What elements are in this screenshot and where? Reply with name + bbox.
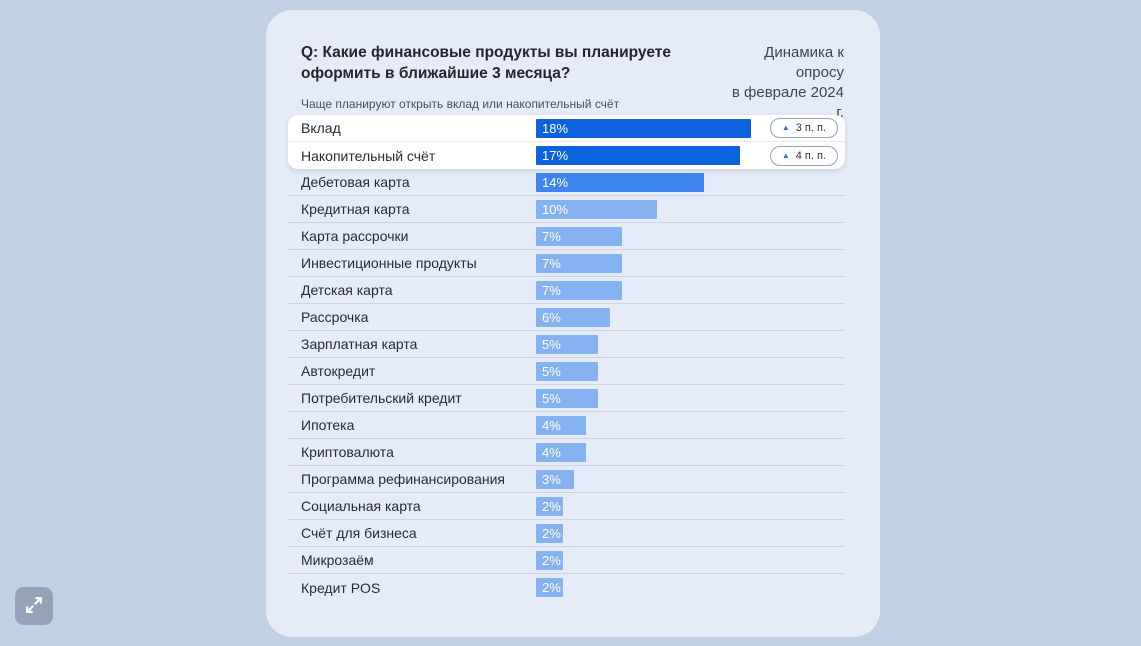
bar-track: 10% [536, 199, 838, 219]
category-label: Кредит POS [301, 579, 381, 596]
value-bar: 4% [536, 442, 586, 462]
category-label: Микрозаём [301, 552, 374, 568]
chart-row: Дебетовая карта 14% [288, 169, 845, 196]
value-bar: 7% [536, 253, 622, 273]
bar-track: 7% [536, 226, 838, 246]
category-label: Детская карта [301, 282, 393, 298]
bar-track: 17% [536, 146, 838, 165]
bar-track: 4% [536, 442, 838, 462]
dynamics-note: Динамика к опросу в феврале 2024 г. [721, 42, 844, 123]
chart-row: Счёт для бизнеса 2% [288, 520, 845, 547]
category-label: Ипотека [301, 417, 355, 433]
value-bar: 10% [536, 199, 657, 219]
triangle-up-icon: ▲ [781, 150, 790, 160]
bar-track: 2% [536, 523, 838, 543]
bar-track: 7% [536, 280, 838, 300]
chart-subtitle: Чаще планируют открыть вклад или накопит… [301, 97, 620, 111]
chart-row: Инвестиционные продукты 7% [288, 250, 845, 277]
bar-track: 5% [536, 361, 838, 381]
bar-track: 5% [536, 334, 838, 354]
category-label: Зарплатная карта [301, 336, 418, 352]
value-bar: 2% [536, 523, 563, 543]
value-bar: 18% [536, 118, 751, 138]
chart-row: Потребительский кредит 5% [288, 385, 845, 412]
bar-track: 2% [536, 550, 838, 570]
chart-row: Автокредит 5% [288, 358, 845, 385]
chart-row: Ипотека 4% [288, 412, 845, 439]
bar-track: 18% [536, 118, 838, 138]
bar-track: 14% [536, 172, 838, 192]
chart-row: Рассрочка 6% [288, 304, 845, 331]
value-bar: 5% [536, 334, 598, 354]
value-bar: 17% [536, 146, 740, 165]
value-bar: 7% [536, 280, 622, 300]
value-bar: 2% [536, 496, 563, 516]
chart-row: Микрозаём 2% [288, 547, 845, 574]
value-bar: 4% [536, 415, 586, 435]
bar-track: 3% [536, 469, 838, 489]
dynamics-note-line2: в феврале 2024 г. [731, 84, 844, 121]
category-label: Криптовалюта [301, 444, 394, 460]
chart-row: Карта рассрочки 7% [288, 223, 845, 250]
bar-track: 2% [536, 496, 838, 516]
chart-header: Q: Какие финансовые продукты вы планируе… [301, 42, 844, 123]
chart-row: Кредитная карта 10% [288, 196, 845, 223]
highlight-box: Вклад 18% ▲ 3 п. п. Накопительный счёт 17% ▲ 4 … [288, 115, 845, 169]
category-label: Инвестиционные продукты [301, 255, 477, 271]
chart-row: Социальная карта 2% [288, 493, 845, 520]
bar-track: 5% [536, 388, 838, 408]
chart-row: Кредит POS 2% [288, 574, 845, 601]
chart-row: Вклад 18% ▲ 3 п. п. [288, 115, 845, 142]
chart-row: Зарплатная карта 5% [288, 331, 845, 358]
bar-track: 2% [536, 578, 838, 597]
chart-row: Накопительный счёт 17% ▲ 4 п. п. [288, 142, 845, 169]
dynamics-note-line1: Динамика к опросу [764, 44, 844, 81]
delta-badge: ▲ 4 п. п. [769, 145, 838, 166]
value-bar: 7% [536, 226, 622, 246]
chart-row: Криптовалюта 4% [288, 439, 845, 466]
category-label: Счёт для бизнеса [301, 525, 417, 541]
category-label: Рассрочка [301, 309, 369, 325]
category-label: Потребительский кредит [301, 390, 462, 406]
value-bar: 2% [536, 550, 563, 570]
expand-button[interactable] [15, 587, 53, 625]
delta-value: 4 п. п. [795, 149, 826, 162]
value-bar: 5% [536, 388, 598, 408]
value-bar: 2% [536, 578, 563, 597]
delta-badge: ▲ 3 п. п. [769, 118, 838, 138]
expand-icon [23, 594, 45, 619]
category-label: Вклад [301, 120, 341, 136]
value-bar: 14% [536, 172, 704, 192]
value-bar: 3% [536, 469, 574, 489]
chart-row: Детская карта 7% [288, 277, 845, 304]
chart-rows: Вклад 18% ▲ 3 п. п. Накопительный счёт 17% ▲ 4 … [288, 115, 845, 601]
category-label: Автокредит [301, 363, 376, 379]
delta-value: 3 п. п. [795, 122, 826, 134]
value-bar: 6% [536, 307, 610, 327]
category-label: Дебетовая карта [301, 174, 410, 190]
category-label: Накопительный счёт [301, 147, 436, 164]
category-label: Социальная карта [301, 498, 421, 514]
category-label: Кредитная карта [301, 201, 410, 217]
bar-track: 7% [536, 253, 838, 273]
triangle-up-icon: ▲ [781, 123, 790, 132]
category-label: Карта рассрочки [301, 228, 409, 244]
category-label: Программа рефинансирования [301, 471, 505, 487]
bar-track: 6% [536, 307, 838, 327]
bar-track: 4% [536, 415, 838, 435]
chart-card: Q: Какие финансовые продукты вы планируе… [266, 10, 880, 637]
value-bar: 5% [536, 361, 598, 381]
chart-row: Программа рефинансирования 3% [288, 466, 845, 493]
chart-question: Q: Какие финансовые продукты вы планируе… [301, 44, 671, 82]
